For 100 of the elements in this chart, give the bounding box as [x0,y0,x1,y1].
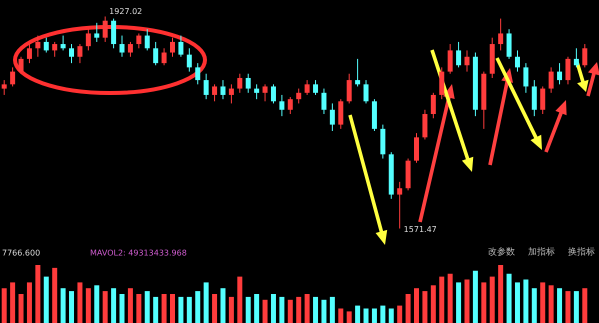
bar [548,285,554,323]
candlestick [422,109,428,140]
bar [86,288,91,323]
bar [557,288,562,323]
bar [246,296,251,323]
candlestick [144,28,150,51]
candlestick [355,58,360,87]
candlestick [10,66,16,87]
candlestick [77,44,82,64]
candlestick [582,44,588,68]
bar [422,291,428,323]
candlestick [288,96,293,115]
bar [523,280,528,323]
candlestick [346,73,352,104]
candlestick [228,84,234,104]
candlestick [170,37,175,58]
candlestick [153,41,158,66]
bar [514,282,520,323]
bar [162,294,167,323]
candlestick [313,80,318,96]
candlestick [456,41,462,68]
bar [330,296,335,323]
bar [237,276,242,323]
candlestick [35,35,40,58]
bar [195,291,200,323]
bar [270,294,276,323]
candlestick [439,66,444,100]
bar [60,288,66,323]
bar [574,291,579,323]
candlestick [2,80,7,96]
bar [397,306,402,323]
bar [204,282,209,323]
bar [372,308,377,323]
candlestick [60,35,66,51]
candlestick [304,80,310,96]
bar [279,296,284,323]
bar [472,270,478,323]
bar [565,291,570,323]
candlestick [523,62,528,94]
annotation: 1571.47 [404,225,437,234]
candlestick [464,50,470,72]
bar [10,282,16,323]
candlestick [514,50,520,72]
bar [120,294,125,323]
bar [439,276,444,323]
text: 换指标 [568,246,595,258]
bar [52,268,58,323]
bar [220,288,226,323]
candlestick [18,56,24,74]
bar [136,294,142,323]
text: 改参数 [488,246,515,258]
bar [44,276,49,323]
bar [313,296,318,323]
candlestick [574,48,579,68]
bar [128,288,133,323]
bar [228,296,234,323]
bar [2,288,7,323]
bar [18,294,24,323]
candlestick [321,88,326,115]
bar [490,276,495,323]
candlestick [498,18,504,51]
text: 1927.02 [109,6,142,16]
candlestick [338,98,344,130]
candlestick [279,94,284,117]
candlestick [69,44,74,64]
bar [35,265,40,323]
candlestick [52,41,58,58]
candlestick [136,32,142,49]
bar [77,282,82,323]
bar [178,296,184,323]
candlestick [44,37,49,54]
bar [464,280,470,323]
bar [304,294,310,323]
candlestick [178,35,184,58]
bar [186,296,192,323]
bar [69,291,74,323]
bar [212,294,218,323]
bar [430,285,436,323]
candlestick [237,73,242,94]
candlestick [364,80,369,104]
candlestick [254,84,260,100]
bar [153,296,158,323]
candlestick [397,181,402,230]
bar [288,300,293,323]
candlestick [128,41,133,58]
text: 加指标 [528,246,555,258]
bar [582,288,588,323]
candlestick [506,28,512,60]
bar [338,308,344,323]
candlestick [448,44,453,74]
candlestick [212,84,218,102]
candlestick [94,22,100,42]
candlestick [186,48,192,72]
bar [506,274,512,323]
bar [414,288,420,323]
bar [102,291,108,323]
candlestick [270,84,276,104]
bar [388,308,394,323]
bar [321,300,326,323]
candlestick [262,84,268,102]
